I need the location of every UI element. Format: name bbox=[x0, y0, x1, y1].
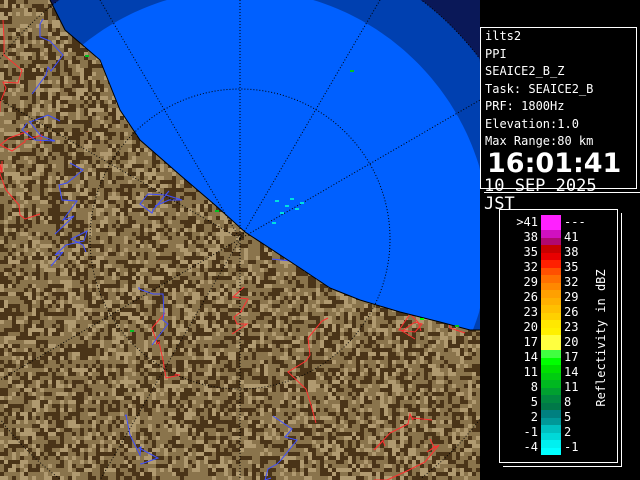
legend-row: -1 2 bbox=[500, 425, 617, 440]
legend-swatch bbox=[541, 215, 561, 230]
azimuth-line bbox=[99, 0, 241, 240]
max-range: Max Range:80 km bbox=[485, 134, 594, 148]
legend-high: 26 bbox=[564, 305, 579, 319]
legend-high: -1 bbox=[564, 440, 579, 454]
legend-swatch bbox=[541, 245, 561, 260]
azimuth-line bbox=[239, 0, 381, 240]
elevation: Elevation:1.0 bbox=[485, 116, 579, 131]
legend-row: 23 26 bbox=[500, 305, 617, 320]
legend-row: 20 23 bbox=[500, 320, 617, 335]
legend-high: 14 bbox=[564, 365, 579, 379]
legend-swatch bbox=[541, 425, 561, 440]
legend-row: -4 -1 bbox=[500, 440, 617, 455]
legend-swatch bbox=[541, 230, 561, 245]
legend-high: 32 bbox=[564, 275, 579, 289]
legend-swatch bbox=[541, 380, 561, 395]
legend-high: 17 bbox=[564, 350, 579, 364]
legend-swatch bbox=[541, 395, 561, 410]
prf: PRF: 1800Hz bbox=[485, 99, 565, 113]
scan-date: 10 SEP 2025 JST bbox=[484, 175, 597, 214]
azimuth-line bbox=[0, 238, 241, 381]
legend-swatch bbox=[541, 335, 561, 350]
echo-cell bbox=[295, 208, 299, 210]
legend-row: 17 20 bbox=[500, 335, 617, 350]
legend-low: 11 bbox=[523, 365, 538, 379]
legend-swatch bbox=[541, 260, 561, 275]
echo-cell bbox=[275, 200, 279, 202]
echoes bbox=[85, 55, 459, 332]
legend-low: 32 bbox=[523, 260, 538, 274]
legend-swatch bbox=[541, 350, 561, 365]
legend-row: 26 29 bbox=[500, 290, 617, 305]
legend-low: 8 bbox=[530, 380, 538, 394]
legend-high: --- bbox=[564, 215, 586, 229]
legend-high: 20 bbox=[564, 335, 579, 349]
legend-low: -4 bbox=[523, 440, 538, 454]
legend-high: 38 bbox=[564, 245, 579, 259]
echo-cell bbox=[272, 222, 276, 224]
echo-cell bbox=[215, 210, 219, 212]
legend-row: >41 --- bbox=[500, 215, 617, 230]
echo-cell bbox=[300, 202, 304, 204]
azimuth-line bbox=[239, 99, 480, 240]
coastline bbox=[49, 0, 480, 331]
legend-low: 14 bbox=[523, 350, 538, 364]
legend-row: 32 35 bbox=[500, 260, 617, 275]
color-legend: >41 --- 38 41 35 38 32 35 29 32 26 29 23 26 20 … bbox=[499, 209, 618, 463]
legend-low: 23 bbox=[523, 305, 538, 319]
legend-low: >41 bbox=[516, 215, 538, 229]
site-name: ilts2 bbox=[485, 29, 522, 43]
range-rings bbox=[0, 0, 480, 480]
legend-low: 38 bbox=[523, 230, 538, 244]
radar-ppi-map bbox=[0, 0, 480, 480]
echo-cell bbox=[85, 55, 89, 57]
legend-low: -1 bbox=[523, 425, 538, 439]
product-name: SEAICE2_B_Z bbox=[485, 64, 565, 78]
legend-low: 5 bbox=[530, 395, 538, 409]
legend-swatch bbox=[541, 410, 561, 425]
legend-row: 35 38 bbox=[500, 245, 617, 260]
legend-low: 35 bbox=[523, 245, 538, 259]
legend-unit: Reflectivity in dBZ bbox=[594, 268, 608, 407]
legend-high: 5 bbox=[564, 410, 572, 424]
echo-cell bbox=[130, 330, 134, 332]
legend-swatch bbox=[541, 440, 561, 455]
legend-swatch bbox=[541, 275, 561, 290]
legend-swatch bbox=[541, 365, 561, 380]
legend-row: 11 14 bbox=[500, 365, 617, 380]
scan-mode: PPI bbox=[485, 46, 507, 61]
echo-cell bbox=[455, 325, 459, 327]
legend-row: 8 11 bbox=[500, 380, 617, 395]
legend-row: 5 8 bbox=[500, 395, 617, 410]
legend-swatch bbox=[541, 305, 561, 320]
range-ring bbox=[89, 88, 391, 390]
legend-high: 11 bbox=[564, 380, 579, 394]
legend-high: 8 bbox=[564, 395, 572, 409]
echo-cell bbox=[420, 318, 424, 320]
legend-high: 23 bbox=[564, 320, 579, 334]
task-name: Task: SEAICE2_B bbox=[485, 81, 594, 96]
legend-low: 2 bbox=[530, 410, 538, 424]
legend-high: 2 bbox=[564, 425, 572, 439]
legend-high: 29 bbox=[564, 290, 579, 304]
legend-high: 41 bbox=[564, 230, 579, 244]
echo-cell bbox=[285, 205, 289, 207]
legend-swatch bbox=[541, 320, 561, 335]
echo-cell bbox=[350, 70, 354, 72]
legend-row: 14 17 bbox=[500, 350, 617, 365]
legend-low: 17 bbox=[523, 335, 538, 349]
legend-low: 26 bbox=[523, 290, 538, 304]
legend-low: 29 bbox=[523, 275, 538, 289]
legend-row: 29 32 bbox=[500, 275, 617, 290]
legend-high: 35 bbox=[564, 260, 579, 274]
legend-low: 20 bbox=[523, 320, 538, 334]
echo-cell bbox=[280, 212, 284, 214]
legend-row: 2 5 bbox=[500, 410, 617, 425]
legend-swatch bbox=[541, 290, 561, 305]
echo-cell bbox=[290, 198, 294, 200]
legend-row: 38 41 bbox=[500, 230, 617, 245]
info-panel: ilts2 PPI SEAICE2_B_Z Task: SEAICE2_B PR… bbox=[480, 27, 637, 213]
scan-time: 16:01:41 bbox=[487, 147, 622, 179]
azimuth-line bbox=[0, 99, 241, 240]
